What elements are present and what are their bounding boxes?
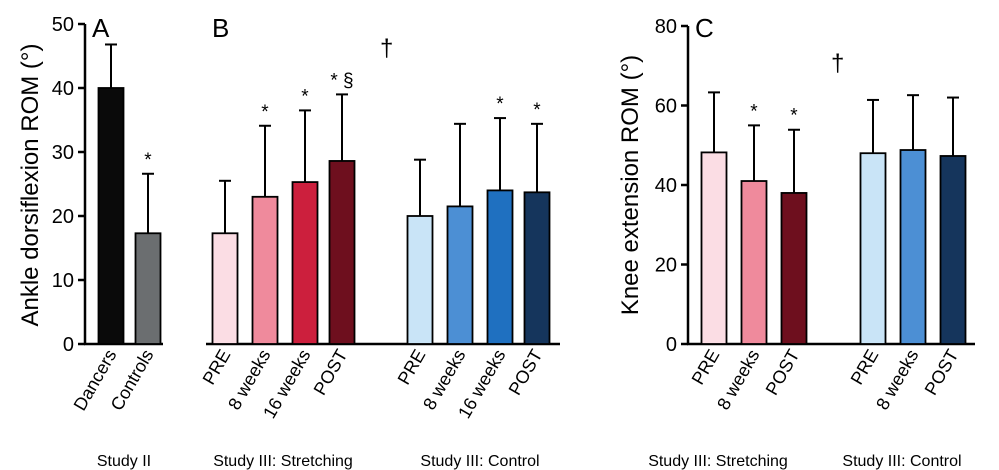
bar (859, 152, 887, 345)
significance-mark: * (533, 100, 541, 121)
significance-mark: * (144, 150, 152, 171)
x-tick-label: PRE (847, 346, 883, 388)
bar (406, 215, 434, 345)
bar (328, 160, 356, 345)
bar (291, 181, 319, 345)
significance-mark: * (261, 102, 269, 123)
panel-c-group-label-control: Study III: Control (842, 453, 961, 470)
bar (486, 189, 514, 345)
bar (446, 205, 474, 345)
panel-c-dagger: † (831, 50, 844, 77)
y-tick-label: 10 (52, 270, 74, 292)
panel-a-group-label: Study II (97, 453, 151, 470)
bar (939, 155, 967, 345)
panel-c-y-axis-title: Knee extension ROM (°) (617, 55, 644, 315)
bar (211, 232, 239, 345)
y-tick-label: 50 (52, 14, 74, 36)
y-tick-label: 80 (655, 16, 677, 38)
panel-c-label: C (695, 13, 714, 43)
panel-b-group-label-control: Study III: Control (420, 453, 539, 470)
y-tick-label: 30 (52, 142, 74, 164)
bar (740, 180, 768, 345)
panel-b-dagger: † (380, 35, 393, 62)
y-tick-label: 40 (52, 78, 74, 100)
x-tick-label: POST (310, 346, 352, 398)
x-tick-label: PRE (394, 346, 430, 388)
bar (134, 232, 162, 345)
panel-b-label: B (212, 13, 229, 43)
significance-mark: * (790, 106, 798, 127)
significance-mark: * (750, 101, 758, 122)
y-tick-label: 20 (655, 255, 677, 277)
bar (523, 191, 551, 345)
y-tick-label: 0 (63, 334, 74, 356)
panel-c-group-label-stretching: Study III: Stretching (648, 453, 788, 470)
bar (97, 87, 125, 345)
significance-mark: * (301, 86, 309, 107)
bar (251, 195, 279, 345)
panel-a: A Ankle dorsiflexion ROM (°) Study II (17, 13, 163, 470)
bar (700, 151, 728, 345)
panel-a-label: A (92, 13, 110, 43)
x-tick-label: POST (762, 346, 804, 398)
x-tick-label: POST (505, 346, 547, 398)
y-tick-label: 0 (666, 334, 677, 356)
bar (899, 149, 927, 345)
panel-b-group-label-stretching: Study III: Stretching (213, 453, 353, 470)
x-tick-label: PRE (688, 346, 724, 388)
bar (780, 192, 808, 345)
panel-a-y-axis-title: Ankle dorsiflexion ROM (°) (17, 43, 44, 326)
y-tick-label: 20 (52, 206, 74, 228)
y-tick-label: 60 (655, 96, 677, 118)
y-tick-label: 40 (655, 175, 677, 197)
x-tick-label: PRE (199, 346, 235, 388)
significance-mark: * (496, 94, 504, 115)
significance-mark: * § (330, 70, 353, 91)
x-tick-label: POST (921, 346, 963, 398)
